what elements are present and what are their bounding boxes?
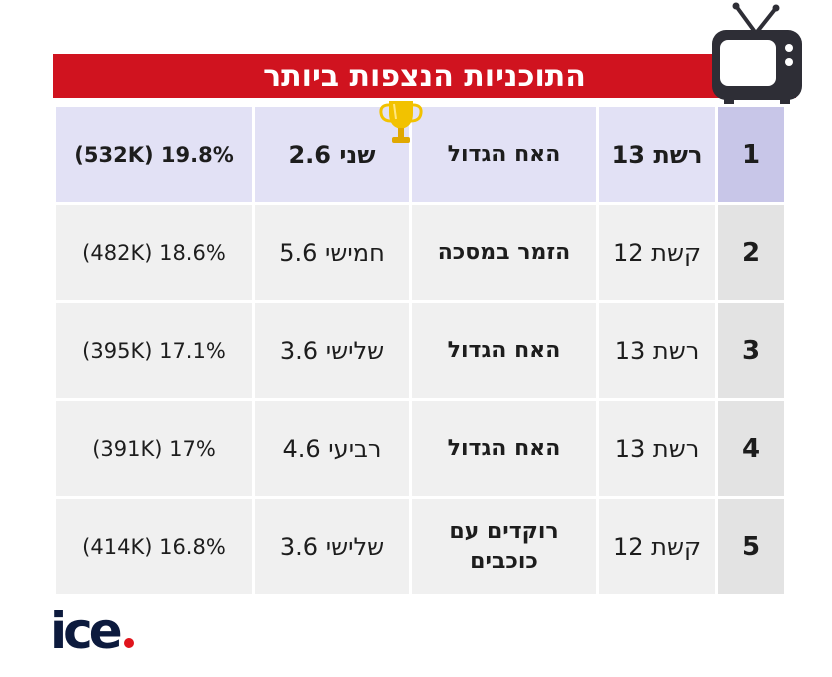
day-cell: רביעי 4.6 (255, 401, 409, 496)
channel-cell: רשת 13 (599, 401, 715, 496)
show-cell: האח הגדול (412, 303, 596, 398)
table-row: 2 קשת 12 הזמר במסכה חמישי 5.6 (482K) 18.… (56, 205, 784, 300)
show-cell: האח הגדול (379, 101, 596, 202)
ice-logo: ice (50, 606, 134, 656)
rank-cell: 1 (718, 107, 784, 202)
logo-text: ice (50, 602, 123, 660)
table-row: 1 רשת 13 האח הגדול שני 2.6 (532K) 19.8% (56, 101, 784, 202)
rank-cell: 4 (718, 401, 784, 496)
title-banner: התוכניות הנצפות ביותר (53, 54, 796, 98)
day-cell: שלישי 3.6 (255, 303, 409, 398)
channel-cell: רשת 13 (599, 107, 715, 202)
table-row: 5 קשת 12 רוקדים עם כוכבים שלישי 3.6 (414… (56, 499, 784, 594)
day-cell: חמישי 5.6 (255, 205, 409, 300)
channel-cell: קשת 12 (599, 205, 715, 300)
show-cell: רוקדים עם כוכבים (412, 499, 596, 594)
channel-cell: רשת 13 (599, 303, 715, 398)
day-cell: שלישי 3.6 (255, 499, 409, 594)
tv-icon (712, 2, 802, 104)
trophy-icon (379, 101, 423, 143)
rating-cell: (482K) 18.6% (56, 205, 252, 300)
show-cell: הזמר במסכה (412, 205, 596, 300)
rating-cell: (532K) 19.8% (56, 107, 252, 202)
table-row: 3 רשת 13 האח הגדול שלישי 3.6 (395K) 17.1… (56, 303, 784, 398)
rating-cell: (414K) 16.8% (56, 499, 252, 594)
show-cell: האח הגדול (412, 401, 596, 496)
page-title: התוכניות הנצפות ביותר (263, 58, 586, 94)
rating-cell: (391K) 17% (56, 401, 252, 496)
rank-cell: 5 (718, 499, 784, 594)
rank-cell: 2 (718, 205, 784, 300)
rating-cell: (395K) 17.1% (56, 303, 252, 398)
day-cell: שני 2.6 (255, 107, 409, 202)
rank-cell: 3 (718, 303, 784, 398)
channel-cell: קשת 12 (599, 499, 715, 594)
logo-dot (123, 638, 134, 648)
ratings-table: 1 רשת 13 האח הגדול שני 2.6 (532K) 19.8% … (53, 101, 787, 597)
show-name: האח הגדול (447, 141, 561, 167)
table-row: 4 רשת 13 האח הגדול רביעי 4.6 (391K) 17% (56, 401, 784, 496)
